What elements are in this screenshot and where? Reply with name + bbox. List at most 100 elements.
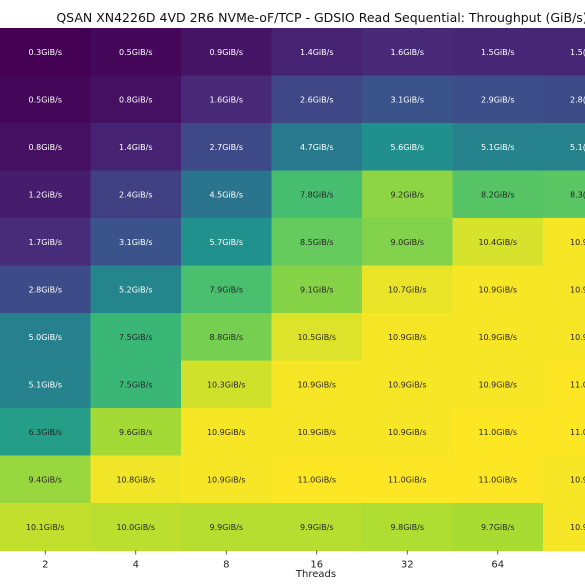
heatmap-cell-label: 10.9GiB/s — [297, 380, 336, 389]
heatmap-cell-label: 10.9 — [570, 238, 585, 247]
heatmap-cell — [543, 123, 585, 172]
heatmap-cell-label: 3.1GiB/s — [391, 95, 425, 104]
heatmap-cell — [271, 360, 363, 409]
heatmap-cell-label: 3.1GiB/s — [119, 238, 153, 247]
heatmap-cell — [271, 313, 363, 362]
heatmap-cell-label: 11.0 — [570, 380, 585, 389]
heatmap-cell — [90, 218, 182, 267]
heatmap-cell — [181, 28, 273, 77]
heatmap-cell-label: 10.0GiB/s — [116, 523, 155, 532]
heatmap-cell-label: 2.8GiB/s — [29, 285, 63, 294]
heatmap-cell — [362, 503, 454, 552]
heatmap-cell-label: 2.4GiB/s — [119, 190, 153, 199]
heatmap-cell-label: 8.8GiB/s — [210, 333, 244, 342]
heatmap-cell — [452, 123, 544, 172]
heatmap-cell — [271, 170, 363, 219]
heatmap-cell-label: 10.9 — [570, 523, 585, 532]
heatmap-cell-label: 8.3( — [570, 190, 585, 199]
heatmap-cell-label: 9.9GiB/s — [210, 523, 244, 532]
x-tick-label: 8 — [223, 560, 229, 571]
heatmap-cell-label: 9.8GiB/s — [391, 523, 425, 532]
heatmap-cell — [543, 503, 585, 552]
heatmap-cell — [181, 408, 273, 457]
heatmap-cell-labels: 0.3GiB/s 0.5GiB/s 0.9GiB/s 1.4GiB/s 1.6GiB/s… — [26, 48, 585, 532]
heatmap-cell-label: 1.4GiB/s — [119, 143, 153, 152]
heatmap-cell-label: 0.3GiB/s — [29, 48, 63, 57]
heatmap-cell — [181, 170, 273, 219]
heatmap-cell-label: 1.2GiB/s — [29, 190, 63, 199]
heatmap-cell — [0, 218, 92, 267]
heatmap-cell — [362, 218, 454, 267]
heatmap-cell-label: 1.4GiB/s — [300, 48, 334, 57]
heatmap-cell — [0, 313, 92, 362]
heatmap-cell — [543, 408, 585, 457]
heatmap-cell-label: 2.8( — [570, 95, 585, 104]
heatmap-cell-label: 5.0GiB/s — [29, 333, 63, 342]
heatmap-cell-label: 1.5GiB/s — [481, 48, 515, 57]
heatmap-cell — [90, 408, 182, 457]
heatmap-cell-label: 0.5GiB/s — [119, 48, 153, 57]
heatmap-cell-label: 5.7GiB/s — [210, 238, 244, 247]
heatmap-cell — [0, 408, 92, 457]
heatmap-cell — [271, 455, 363, 504]
heatmap-cell-label: 1.7GiB/s — [29, 238, 63, 247]
heatmap-cell-label: 7.5GiB/s — [119, 333, 153, 342]
heatmap-cell-label: 9.6GiB/s — [119, 428, 153, 437]
heatmap-cell — [362, 313, 454, 362]
heatmap-cell — [362, 123, 454, 172]
heatmap-cell-label: 10.9GiB/s — [207, 428, 246, 437]
heatmap-cell — [0, 455, 92, 504]
heatmap-cell-label: 5.1GiB/s — [481, 143, 515, 152]
heatmap-cell — [90, 75, 182, 124]
heatmap-cell-label: 1.6GiB/s — [391, 48, 425, 57]
heatmap-cell-label: 5.1GiB/s — [29, 380, 63, 389]
heatmap-cell — [181, 455, 273, 504]
heatmap-cell — [452, 75, 544, 124]
heatmap-cell — [452, 218, 544, 267]
heatmap-cell — [271, 408, 363, 457]
heatmap-cell-label: 10.9 — [570, 333, 585, 342]
heatmap-cell-label: 10.9 — [570, 475, 585, 484]
heatmap-cells — [0, 28, 585, 552]
heatmap-cell — [362, 455, 454, 504]
heatmap-cell — [543, 218, 585, 267]
heatmap-cell — [543, 75, 585, 124]
heatmap-cell — [452, 455, 544, 504]
heatmap-cell — [271, 28, 363, 77]
heatmap-cell-label: 10.9GiB/s — [388, 333, 427, 342]
heatmap-cell — [90, 28, 182, 77]
heatmap-cell-label: 9.9GiB/s — [300, 523, 334, 532]
heatmap-cell — [90, 313, 182, 362]
heatmap-cell — [452, 265, 544, 314]
heatmap-cell-label: 10.5GiB/s — [297, 333, 336, 342]
heatmap-cell — [543, 313, 585, 362]
heatmap-cell-label: 10.9GiB/s — [297, 428, 336, 437]
heatmap-cell-label: 10.9GiB/s — [478, 380, 517, 389]
heatmap-cell — [362, 170, 454, 219]
x-tick-label: 16 — [310, 560, 323, 571]
heatmap-cell-label: 11.0GiB/s — [297, 475, 336, 484]
heatmap-cell-label: 6.3GiB/s — [29, 428, 63, 437]
heatmap-cell — [271, 503, 363, 552]
heatmap-cell — [90, 123, 182, 172]
heatmap-cell-label: 10.9GiB/s — [207, 475, 246, 484]
x-tick-label: 64 — [491, 560, 504, 571]
heatmap-cell-label: 1.6GiB/s — [210, 95, 244, 104]
heatmap-cell — [543, 28, 585, 77]
heatmap-cell-label: 2.9GiB/s — [481, 95, 515, 104]
x-tick-label: 4 — [133, 560, 139, 571]
heatmap-cell-label: 10.1GiB/s — [26, 523, 65, 532]
heatmap-cell-label: 10.9GiB/s — [388, 380, 427, 389]
heatmap-cell — [452, 170, 544, 219]
heatmap-cell-label: 7.9GiB/s — [210, 285, 244, 294]
heatmap-cell — [181, 265, 273, 314]
heatmap-cell-label: 10.7GiB/s — [388, 285, 427, 294]
heatmap-cell-label: 10.9GiB/s — [388, 428, 427, 437]
heatmap-cell — [271, 218, 363, 267]
heatmap-cell-label: 9.2GiB/s — [391, 190, 425, 199]
heatmap-cell-label: 0.8GiB/s — [119, 95, 153, 104]
x-tick-label: 32 — [401, 560, 414, 571]
x-axis: 2481632641 — [42, 550, 504, 571]
heatmap-cell — [0, 360, 92, 409]
